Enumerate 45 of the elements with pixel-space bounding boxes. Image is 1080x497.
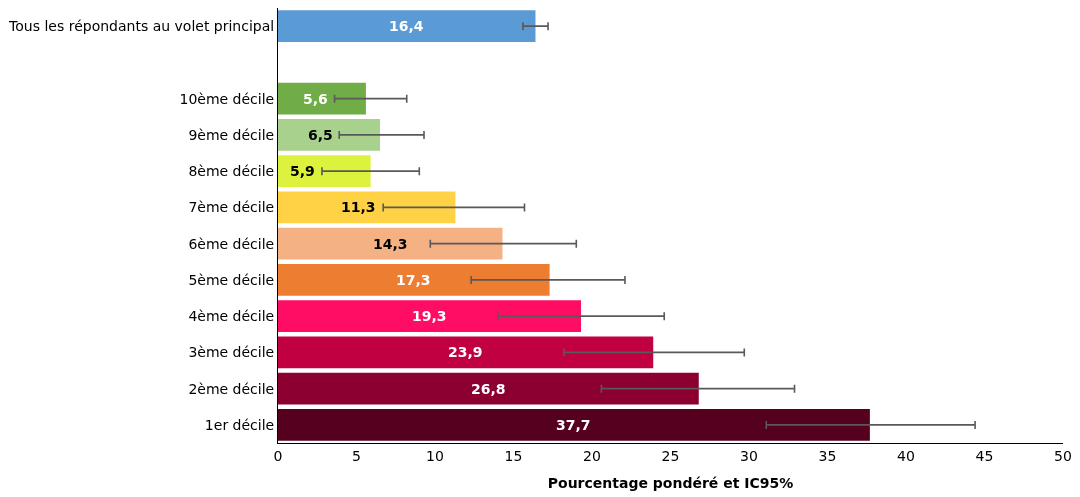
y-tick-label: 7ème décile: [188, 199, 275, 216]
y-tick-label: 5ème décile: [188, 271, 275, 288]
data-label: 17,3: [396, 272, 431, 288]
bar: [278, 372, 699, 405]
x-tick-label: 25: [661, 447, 680, 464]
data-label: 16,4: [389, 18, 424, 34]
data-label: 5,9: [290, 163, 315, 179]
bar: [278, 408, 870, 441]
y-tick-label: Tous les répondants au volet principal: [8, 18, 275, 35]
y-tick-label: 8ème décile: [188, 163, 275, 180]
x-tick-label: 10: [426, 447, 444, 464]
x-tick-label: 20: [583, 447, 601, 464]
x-tick-label: 50: [1054, 447, 1072, 464]
data-label: 23,9: [448, 344, 483, 360]
y-tick-label: 6ème décile: [188, 235, 275, 252]
bar: [278, 336, 654, 369]
x-axis-title: Pourcentage pondéré et IC95%: [547, 475, 794, 492]
bar: [278, 10, 536, 43]
x-tick-label: 35: [818, 447, 837, 464]
bar: [278, 155, 371, 188]
x-tick-label: 15: [504, 447, 523, 464]
bar: [278, 263, 550, 296]
y-tick-label: 2ème décile: [188, 380, 275, 397]
data-label: 14,3: [373, 236, 408, 252]
y-tick-label: 9ème décile: [188, 126, 275, 143]
x-tick-label: 40: [897, 447, 915, 464]
y-tick-label: 3ème décile: [188, 344, 275, 361]
data-label: 26,8: [471, 381, 506, 397]
x-tick-label: 5: [352, 447, 361, 464]
bar: [278, 191, 456, 224]
x-tick-label: 0: [273, 447, 283, 464]
y-tick-label: 1er décile: [204, 416, 275, 433]
data-label: 5,6: [303, 91, 328, 107]
x-tick-label: 45: [975, 447, 994, 464]
bar: [278, 300, 582, 333]
bar: [278, 118, 381, 151]
y-tick-label: 4ème décile: [188, 308, 275, 325]
data-label: 37,7: [556, 417, 591, 433]
x-tick-label: 30: [740, 447, 758, 464]
bar: [278, 82, 366, 115]
y-tick-label: 10ème décile: [179, 90, 275, 107]
data-label: 19,3: [412, 308, 447, 324]
data-label: 6,5: [308, 127, 333, 143]
bar: [278, 227, 503, 260]
data-label: 11,3: [341, 199, 376, 215]
